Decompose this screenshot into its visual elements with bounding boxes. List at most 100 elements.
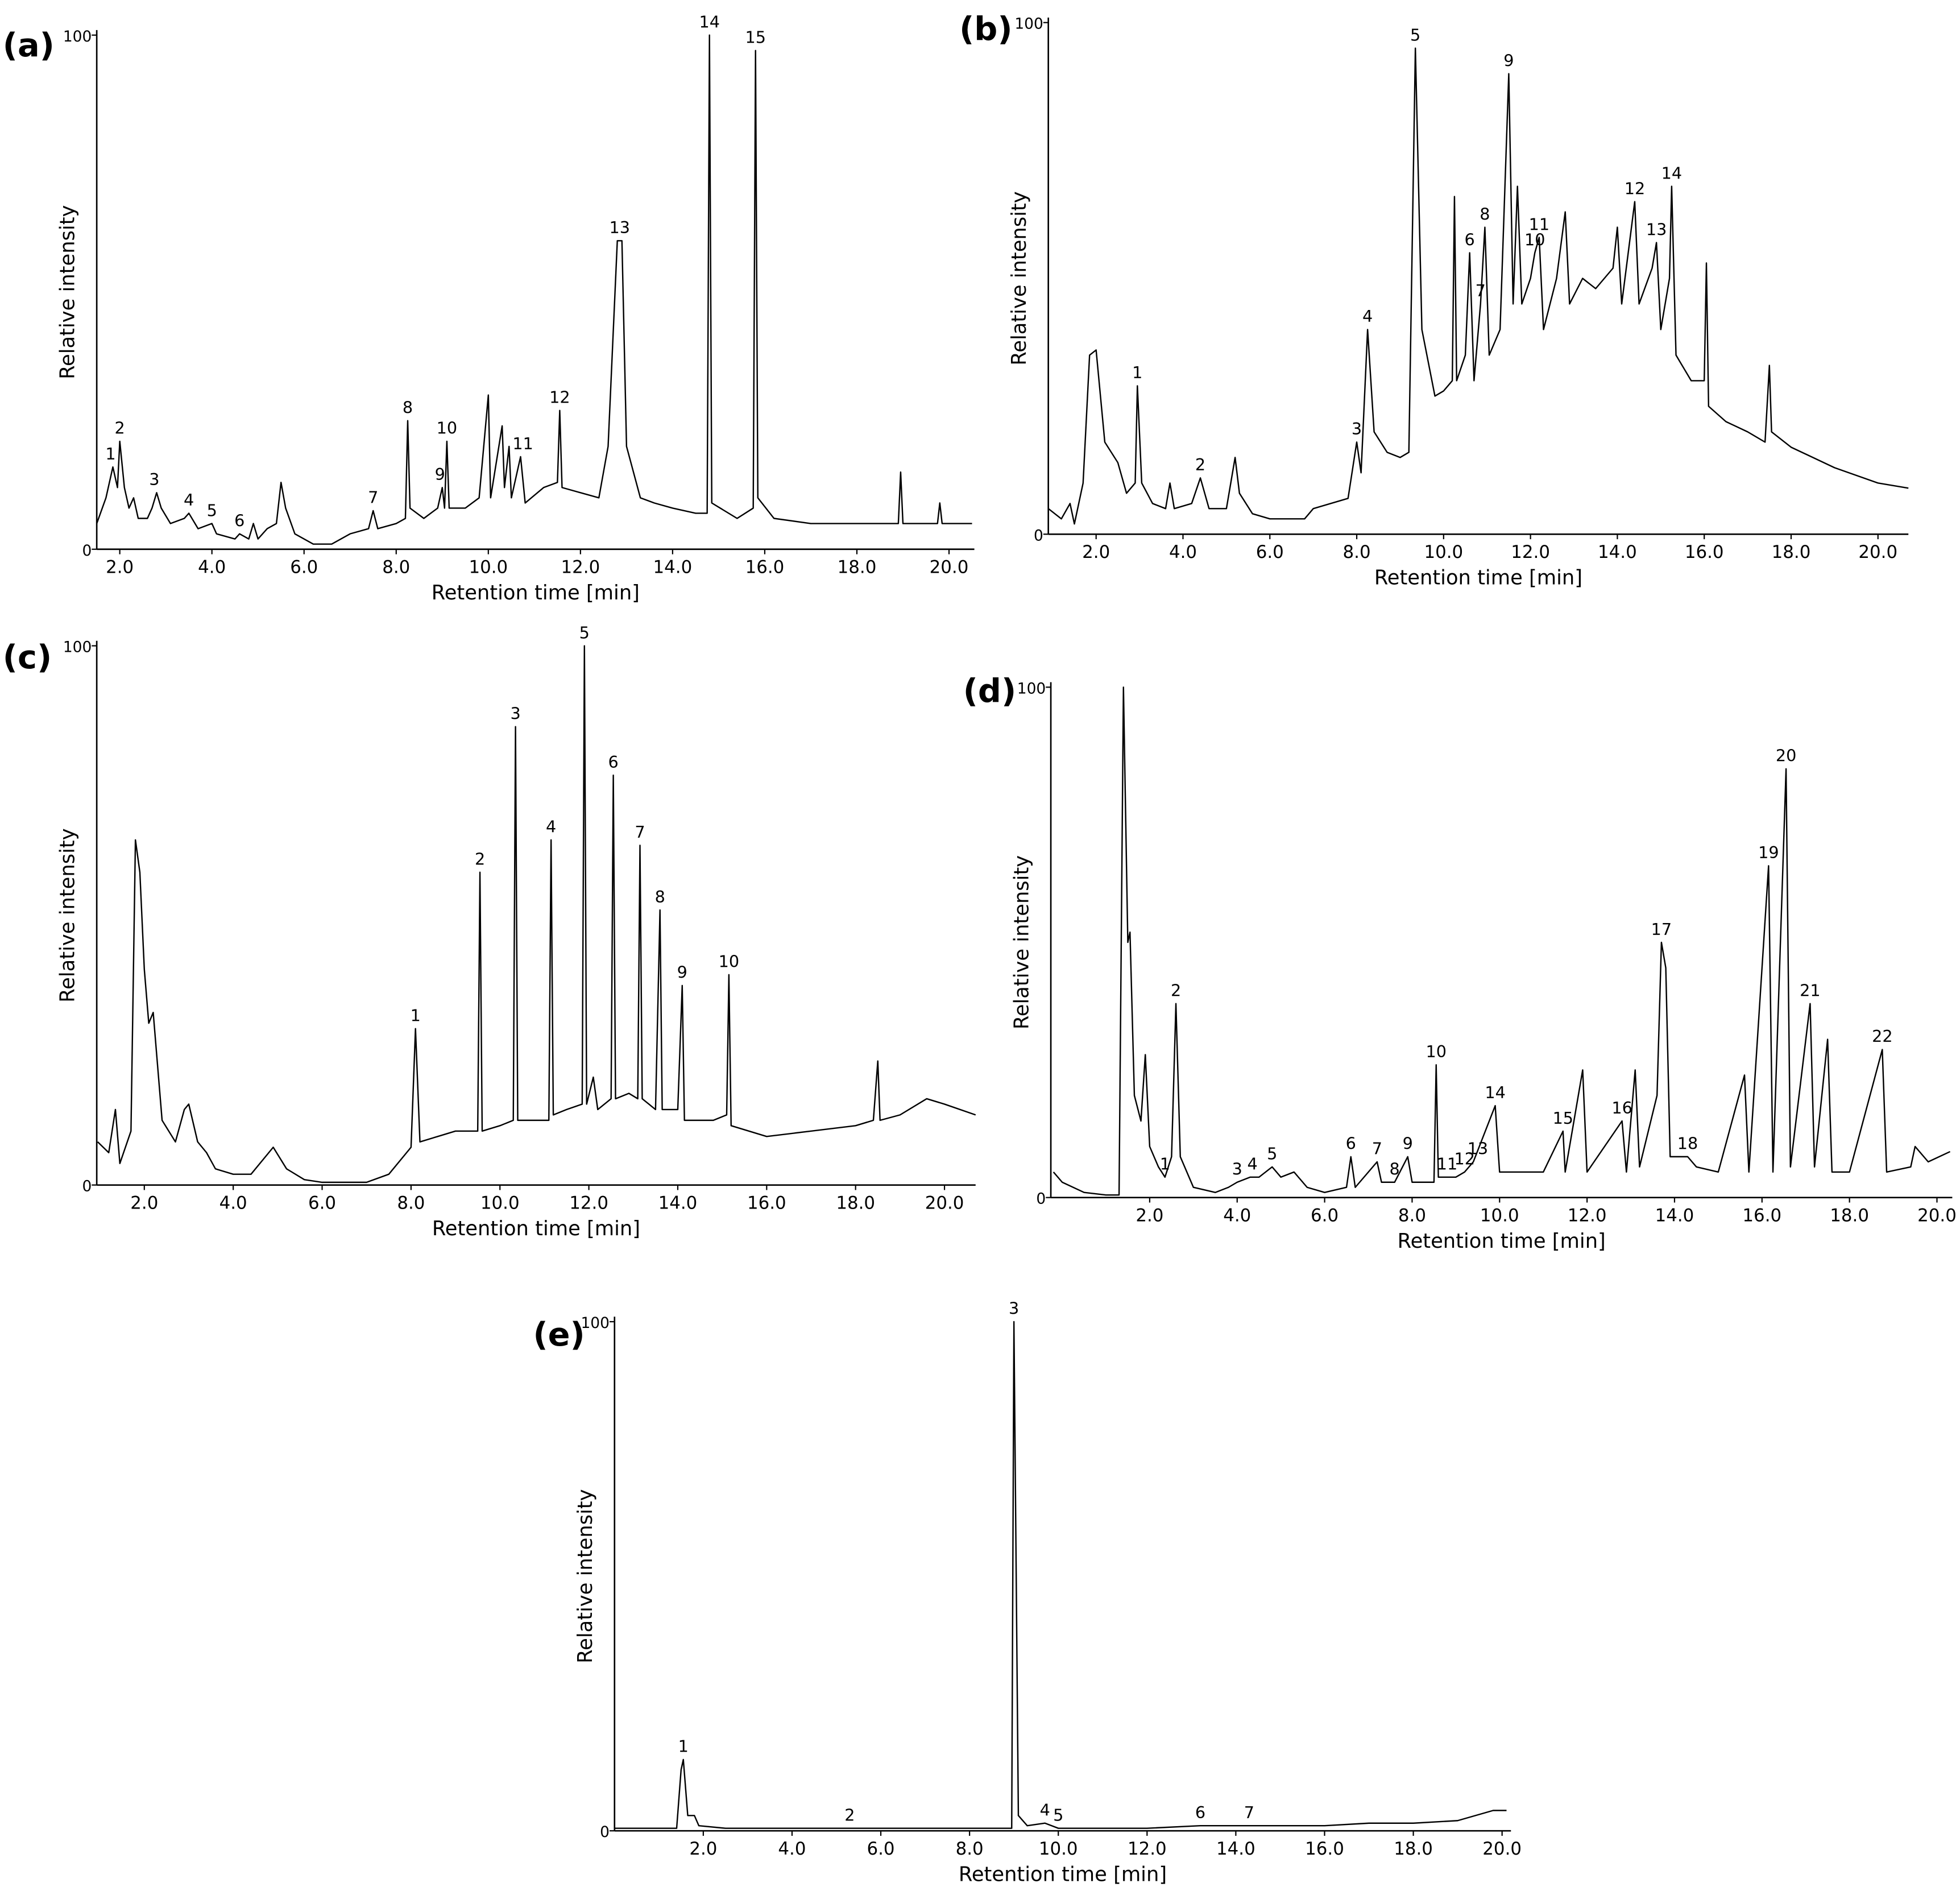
x-tick-label: 2.0: [1136, 1206, 1163, 1226]
x-tick-label: 10.0: [1480, 1206, 1519, 1226]
peak-label: 8: [1480, 204, 1490, 224]
y-tick-label: 100: [63, 639, 92, 656]
peak-label: 4: [184, 490, 194, 510]
y-tick-label: 0: [82, 1178, 92, 1195]
peak-label: 7: [635, 822, 645, 842]
peak-label: 5: [1267, 1144, 1277, 1164]
y-tick-label: 100: [1014, 15, 1043, 33]
peak-label: 1: [678, 1737, 689, 1756]
x-tick-label: 8.0: [397, 1193, 425, 1214]
peak-label: 6: [1195, 1803, 1205, 1822]
peak-label: 3: [1009, 1299, 1019, 1318]
peak-label: 8: [655, 887, 665, 907]
panel-label: (a): [3, 26, 55, 64]
x-tick-label: 6.0: [1311, 1206, 1339, 1226]
peak-label: 5: [207, 500, 217, 520]
y-tick-label: 100: [63, 28, 92, 45]
peak-label: 16: [1611, 1098, 1632, 1118]
y-tick-label: 0: [1034, 527, 1043, 544]
x-tick-label: 4.0: [1223, 1206, 1251, 1226]
y-tick-label: 100: [581, 1314, 609, 1332]
peak-label: 3: [1232, 1160, 1242, 1179]
peak-label: 10: [1426, 1042, 1447, 1061]
panel-label: (e): [533, 1315, 585, 1354]
x-axis-title: Retention time [min]: [959, 1863, 1167, 1886]
peak-label: 1: [105, 444, 115, 464]
peak-label: 20: [1776, 746, 1796, 765]
x-tick-label: 12.0: [569, 1193, 608, 1214]
peak-label: 1: [1132, 363, 1142, 382]
x-tick-label: 16.0: [745, 557, 785, 578]
x-tick-label: 6.0: [867, 1839, 895, 1859]
panel-label: (b): [959, 10, 1012, 48]
x-tick-label: 20.0: [1482, 1839, 1522, 1859]
y-axis-title: Relative intensity: [56, 828, 79, 1002]
x-tick-label: 20.0: [925, 1193, 964, 1214]
peak-label: 6: [608, 752, 618, 772]
peak-label: 2: [115, 419, 125, 438]
y-axis-title: Relative intensity: [56, 205, 79, 379]
chromatogram-line: [96, 34, 972, 545]
x-axis-title: Retention time [min]: [432, 581, 640, 605]
peak-label: 14: [699, 13, 719, 32]
peak-label: 8: [403, 398, 413, 417]
peak-label: 4: [1040, 1801, 1050, 1820]
peak-label: 12: [549, 387, 570, 407]
peak-label: 10: [1524, 230, 1545, 249]
peak-label: 11: [1437, 1155, 1457, 1174]
x-tick-label: 4.0: [1169, 542, 1197, 562]
panel-label: (c): [3, 638, 52, 676]
peak-label: 4: [546, 817, 556, 837]
x-tick-label: 18.0: [1394, 1839, 1433, 1859]
x-tick-label: 10.0: [1424, 542, 1463, 562]
x-tick-label: 12.0: [1511, 542, 1550, 562]
x-tick-label: 10.0: [469, 557, 508, 578]
peak-label: 13: [1646, 220, 1667, 239]
peak-label: 5: [1053, 1805, 1063, 1824]
x-tick-label: 10.0: [480, 1193, 520, 1214]
peak-label: 6: [1465, 230, 1475, 249]
x-tick-label: 6.0: [290, 557, 318, 578]
y-tick-label: 0: [82, 542, 92, 560]
peak-label: 7: [1476, 281, 1486, 300]
x-tick-label: 6.0: [1256, 542, 1284, 562]
peak-label: 9: [1403, 1134, 1413, 1153]
x-tick-label: 12.0: [561, 557, 600, 578]
x-tick-label: 12.0: [1128, 1839, 1167, 1859]
peak-label: 15: [745, 28, 765, 47]
x-axis-title: Retention time [min]: [1398, 1230, 1606, 1253]
x-tick-label: 14.0: [1598, 542, 1637, 562]
peak-label: 7: [1372, 1139, 1382, 1158]
x-tick-label: 2.0: [1082, 542, 1110, 562]
peak-label: 2: [844, 1805, 855, 1824]
x-tick-label: 16.0: [1305, 1839, 1344, 1859]
peak-label: 3: [149, 470, 159, 489]
peak-label: 7: [1244, 1803, 1254, 1822]
peak-label: 1: [1160, 1155, 1170, 1174]
x-tick-label: 14.0: [653, 557, 693, 578]
x-tick-label: 8.0: [956, 1839, 984, 1859]
peak-label: 14: [1661, 163, 1682, 183]
x-tick-label: 4.0: [198, 557, 226, 578]
x-tick-label: 6.0: [308, 1193, 336, 1214]
x-tick-label: 8.0: [1398, 1206, 1426, 1226]
y-tick-label: 100: [1017, 680, 1046, 697]
peak-label: 12: [1625, 179, 1645, 198]
chromatogram-line: [97, 645, 976, 1184]
y-axis-title: Relative intensity: [1010, 855, 1033, 1029]
y-tick-label: 0: [1036, 1190, 1046, 1208]
x-tick-label: 14.0: [1655, 1206, 1694, 1226]
peak-label: 18: [1677, 1134, 1698, 1153]
x-tick-label: 18.0: [1772, 542, 1811, 562]
peak-label: 14: [1485, 1083, 1505, 1102]
peak-label: 13: [609, 218, 629, 237]
peak-label: 7: [368, 488, 378, 507]
x-tick-label: 18.0: [838, 557, 877, 578]
y-tick-label: 0: [600, 1823, 610, 1841]
x-tick-label: 16.0: [1742, 1206, 1781, 1226]
x-tick-label: 20.0: [1917, 1206, 1957, 1226]
x-tick-label: 18.0: [836, 1193, 875, 1214]
x-tick-label: 8.0: [1343, 542, 1371, 562]
